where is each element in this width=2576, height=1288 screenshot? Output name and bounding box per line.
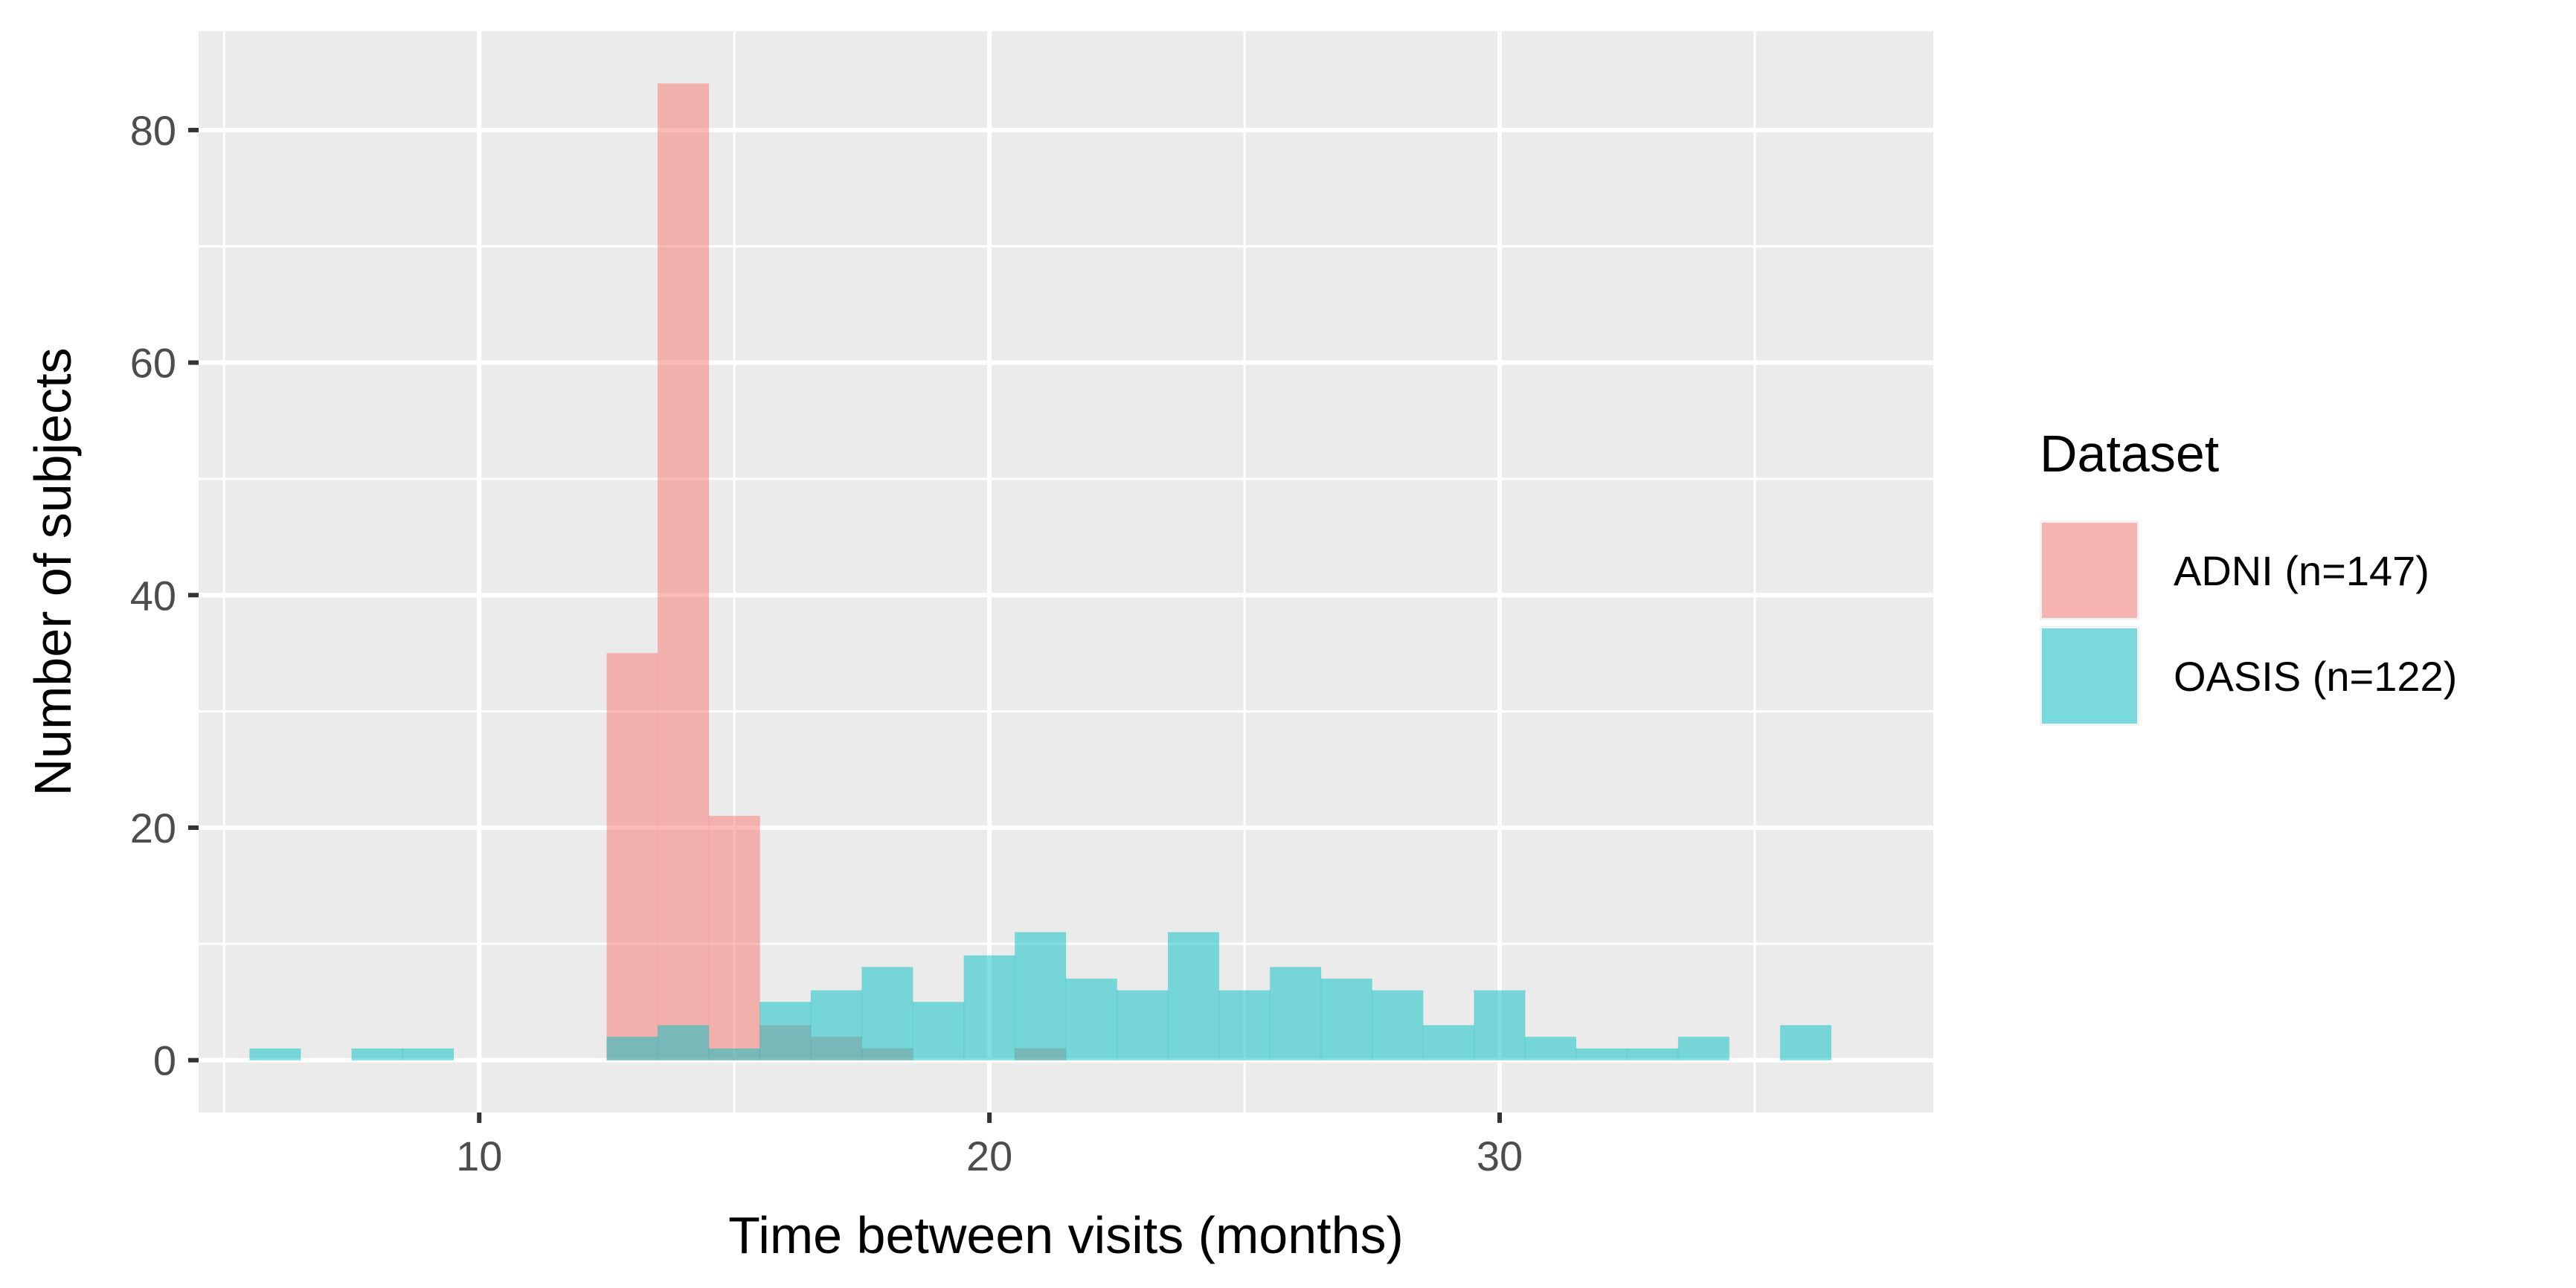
legend-key-swatch (2042, 523, 2137, 618)
x-axis-title: Time between visits (months) (728, 1206, 1404, 1264)
histogram-bar (963, 955, 1015, 1061)
histogram-bar (1576, 1048, 1628, 1061)
histogram-bar (1320, 978, 1373, 1061)
minor-grid (199, 31, 1933, 1112)
axis-ticks: 0 20 40 60 80 10 20 30 (130, 107, 1523, 1179)
histogram-bar (1524, 1036, 1577, 1061)
histogram-bar (1117, 990, 1169, 1061)
y-tick-label: 0 (153, 1037, 176, 1084)
histogram-bar (1474, 990, 1526, 1061)
histogram-bar (351, 1048, 403, 1061)
histogram-bar (912, 1001, 965, 1061)
legend-label: OASIS (n=122) (2174, 653, 2457, 700)
y-tick-label: 40 (130, 572, 176, 619)
histogram-bar (708, 1048, 760, 1061)
histogram-bar (657, 1025, 710, 1061)
histogram-bar (1167, 932, 1220, 1061)
histogram-bar (759, 1001, 812, 1061)
x-tick-label: 30 (1477, 1133, 1523, 1179)
histogram-bar (708, 815, 760, 1061)
y-tick-label: 60 (130, 340, 176, 387)
series-adni (606, 83, 1067, 1061)
legend: Dataset ADNI (n=147) OASIS (n=122) (2040, 425, 2457, 726)
histogram-bar (1269, 967, 1322, 1061)
histogram-bar (249, 1048, 301, 1061)
histogram-bar (861, 967, 913, 1061)
histogram-bar (1779, 1025, 1832, 1061)
histogram-bar (1372, 990, 1424, 1061)
histogram-bar (1422, 1025, 1475, 1061)
histogram-bar (1626, 1048, 1679, 1061)
x-tick-label: 20 (966, 1133, 1012, 1179)
y-axis-title: Number of subjects (24, 347, 82, 796)
histogram-bar (810, 990, 863, 1061)
y-tick-label: 80 (130, 107, 176, 154)
histogram-bar (1065, 978, 1118, 1061)
histogram-bar (1014, 932, 1067, 1061)
legend-key-swatch (2042, 628, 2137, 724)
histogram-bars (249, 83, 1832, 1061)
histogram-bar (606, 1036, 658, 1061)
legend-items: ADNI (n=147) OASIS (n=122) (2040, 521, 2457, 726)
y-tick-label: 20 (130, 805, 176, 851)
histogram-bar (657, 83, 710, 1061)
histogram-bar (606, 652, 658, 1061)
histogram-bar (402, 1048, 455, 1061)
histogram-bar (1218, 990, 1271, 1061)
legend-title: Dataset (2040, 425, 2219, 483)
histogram-bar (1677, 1036, 1730, 1061)
legend-label: ADNI (n=147) (2174, 547, 2429, 594)
series-oasis (249, 932, 1832, 1061)
x-tick-label: 10 (456, 1133, 502, 1179)
